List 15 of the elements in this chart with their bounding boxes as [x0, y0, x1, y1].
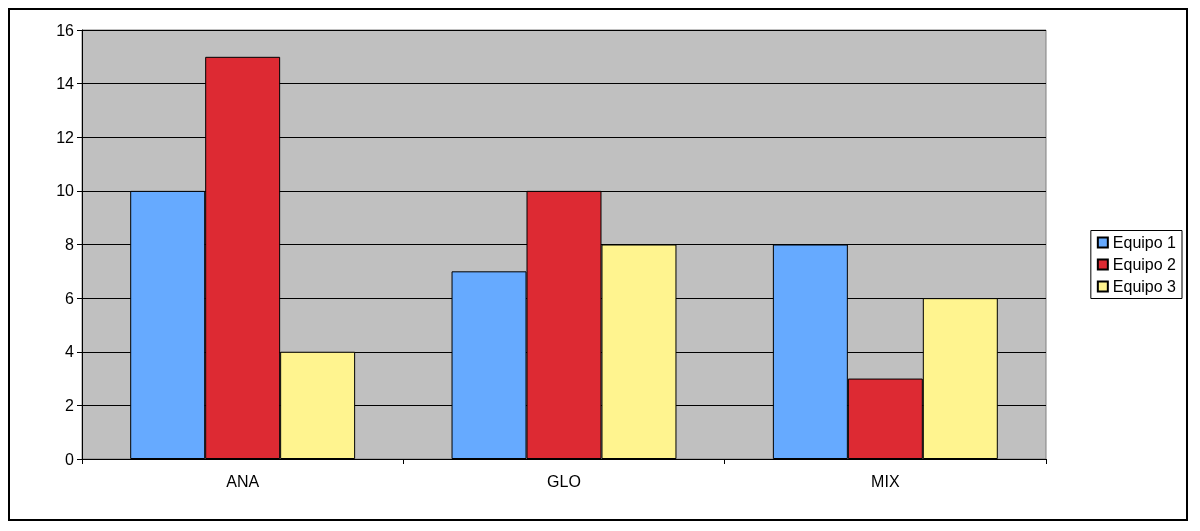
- legend-label: Equipo 2: [1112, 256, 1177, 273]
- y-tick-label: 8: [65, 236, 75, 253]
- y-tick-label: 6: [65, 289, 75, 307]
- y-tick-label: 0: [65, 450, 75, 468]
- legend-label: Equipo 3: [1112, 278, 1177, 295]
- y-tick-label: 10: [56, 182, 75, 200]
- y-tick-label: 16: [56, 21, 75, 39]
- x-tick-label: MIX: [871, 472, 900, 490]
- y-tick-label: 12: [56, 128, 75, 146]
- y-tick-label: 14: [56, 75, 75, 93]
- legend-label: Equipo 1: [1112, 234, 1177, 251]
- y-tick-label: 2: [65, 396, 75, 414]
- y-tick-label: 4: [65, 343, 75, 361]
- x-tick-label: ANA: [226, 472, 260, 490]
- x-tick-label: GLO: [547, 472, 581, 490]
